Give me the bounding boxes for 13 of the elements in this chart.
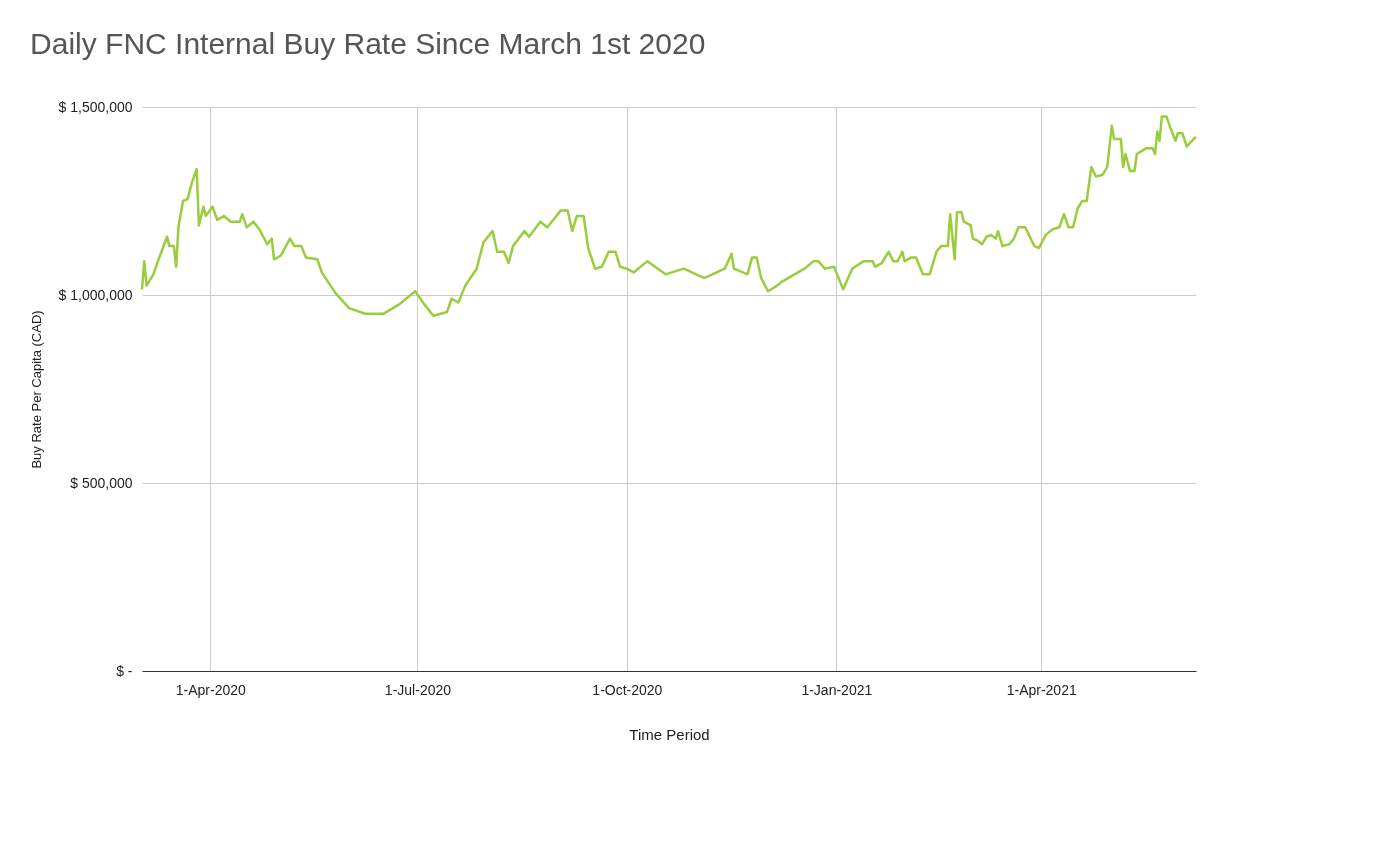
y-axis-title: Buy Rate Per Capita (CAD) [28, 310, 44, 469]
x-tick-label: 1-Apr-2021 [1006, 681, 1077, 698]
line-series [140, 115, 1198, 317]
chart-title: Daily FNC Internal Buy Rate Since March 1st 2020 [30, 27, 706, 60]
x-tick-label: 1-Apr-2020 [175, 681, 247, 698]
x-tick-label: 1-Jul-2020 [384, 681, 452, 698]
y-tick-label: $ - [116, 662, 133, 679]
y-tick-label: $ 1,500,000 [58, 98, 133, 115]
x-tick-label: 1-Oct-2020 [592, 681, 663, 698]
x-axis-title: Time Period [629, 725, 710, 743]
x-tick-label: 1-Jan-2021 [801, 681, 873, 698]
y-tick-label: $ 500,000 [70, 474, 133, 491]
y-tick-label: $ 1,000,000 [58, 286, 133, 303]
